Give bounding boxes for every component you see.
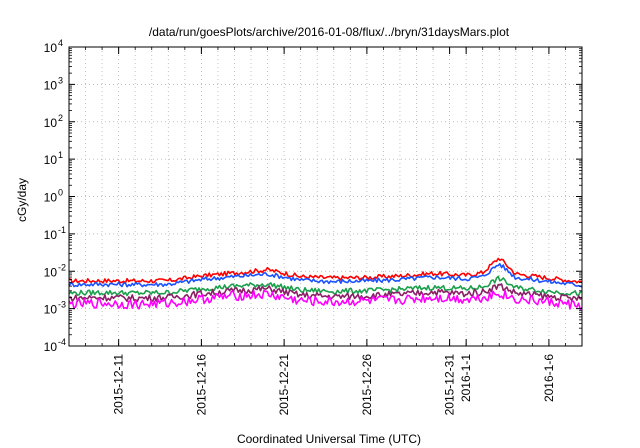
y-tick-label: 10 — [44, 303, 58, 317]
y-axis-label: cGy/day — [15, 178, 29, 222]
y-tick-label: 10 — [44, 228, 58, 242]
y-tick-label: 10 — [44, 41, 58, 55]
y-tick-exponent: 1 — [58, 150, 63, 160]
y-tick-exponent: 3 — [58, 75, 63, 85]
y-tick-exponent: 0 — [58, 188, 63, 198]
x-tick-label: 2016-1-6 — [542, 354, 556, 402]
series-line — [68, 289, 583, 311]
y-tick-label: 10 — [44, 116, 58, 130]
grid-lines — [69, 47, 582, 346]
chart-title: /data/run/goesPlots/archive/2016-01-08/f… — [149, 25, 510, 39]
plot-frame — [68, 46, 583, 347]
y-tick-label: 10 — [44, 340, 58, 354]
x-tick-label: 2015-12-11 — [112, 354, 126, 415]
x-axis-label: Coordinated Universal Time (UTC) — [237, 432, 421, 446]
y-tick-label: 10 — [44, 191, 58, 205]
x-tick-label: 2015-12-31 — [443, 354, 457, 416]
x-tick-label: 2015-12-21 — [277, 354, 291, 416]
y-tick-exponent: -2 — [58, 262, 66, 272]
x-tick-label: 2015-12-26 — [360, 354, 374, 416]
y-tick-exponent: -1 — [58, 225, 66, 235]
y-tick-exponent: 4 — [58, 38, 63, 48]
series-line — [68, 257, 583, 284]
y-tick-label: 10 — [44, 265, 58, 279]
x-tick-label: 2015-12-16 — [194, 354, 208, 416]
series-line — [68, 283, 583, 303]
x-tick-label: 2016-1-1 — [459, 354, 473, 402]
series-line — [68, 262, 583, 288]
series-group — [68, 257, 583, 311]
y-tick-exponent: -3 — [58, 300, 66, 310]
y-tick-label: 10 — [44, 78, 58, 92]
y-tick-exponent: 2 — [58, 113, 63, 123]
y-tick-label: 10 — [44, 153, 58, 167]
y-tick-exponent: -4 — [58, 337, 66, 347]
series-line — [68, 275, 583, 297]
